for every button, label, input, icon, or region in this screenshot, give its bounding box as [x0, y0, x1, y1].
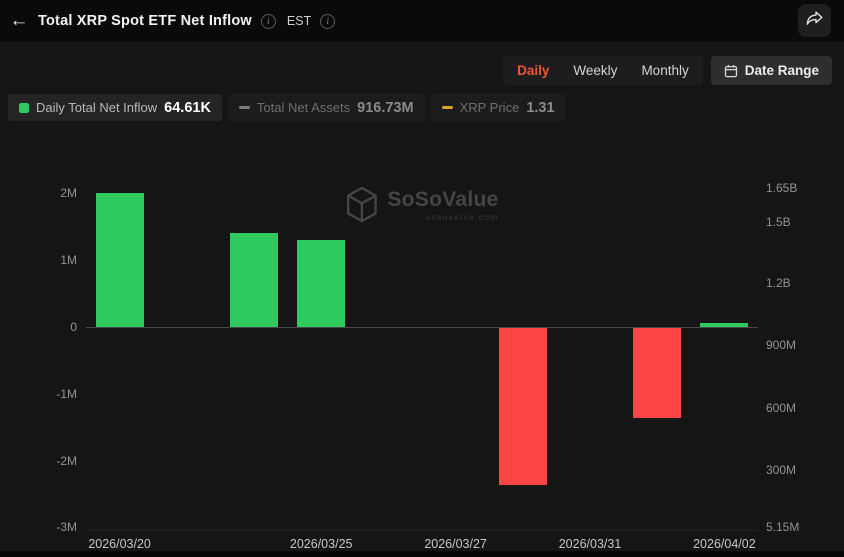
- bottom-axis-line: [86, 530, 758, 531]
- watermark: SoSoValue sosovalue.com: [345, 186, 498, 223]
- back-button[interactable]: ←: [9, 10, 29, 31]
- calendar-icon: [724, 64, 738, 78]
- right-axis-tick-label: 1.2B: [766, 275, 791, 290]
- tab-monthly[interactable]: Monthly: [641, 63, 689, 78]
- zero-axis-line: [86, 327, 758, 328]
- bar-slot-2[interactable]: [230, 232, 278, 327]
- page-title: Total XRP Spot ETF Net Inflow: [38, 13, 252, 29]
- bar-slot-8[interactable]: [633, 328, 682, 419]
- share-icon: [806, 11, 823, 31]
- timezone-label: EST: [286, 14, 312, 28]
- right-axis-tick-label: 300M: [766, 462, 797, 477]
- x-axis-tick-label: 2026/03/20: [88, 537, 151, 551]
- legend-label: Daily Total Net Inflow: [36, 100, 158, 115]
- sosovalue-cube-logo-icon: [345, 186, 378, 223]
- chart-controls: Daily Weekly Monthly Date Range: [503, 56, 832, 85]
- right-axis-tick-label: 900M: [766, 337, 797, 352]
- left-axis-tick-label: -1M: [56, 386, 77, 401]
- left-axis-tick-label: 1M: [60, 253, 77, 268]
- x-axis-tick-label: 2026/03/27: [424, 537, 487, 551]
- green-square-marker-icon: [19, 102, 29, 113]
- legend-xrp-price[interactable]: XRP Price 1.31: [430, 94, 566, 121]
- timezone-info-icon[interactable]: i: [320, 13, 336, 29]
- bar-slot-0[interactable]: [95, 193, 144, 327]
- x-axis-tick-label: 2026/03/25: [289, 537, 353, 551]
- x-axis-tick-label: 2026/03/31: [558, 537, 622, 551]
- bar-slot-6[interactable]: [498, 328, 547, 485]
- left-axis-tick-label: -3M: [56, 520, 77, 535]
- legend-total-net-assets[interactable]: Total Net Assets 916.73M: [227, 94, 425, 121]
- legend-value: 1.31: [526, 99, 555, 116]
- header-bar: ← Total XRP Spot ETF Net Inflow i EST i: [0, 0, 844, 42]
- date-range-label: Date Range: [744, 63, 819, 78]
- right-axis-tick-label: 1.5B: [766, 215, 791, 230]
- legend-label: Total Net Assets: [256, 100, 351, 115]
- tab-daily[interactable]: Daily: [517, 63, 550, 78]
- yellow-dash-marker-icon: [441, 105, 453, 110]
- right-axis-tick-label: 600M: [766, 401, 797, 416]
- grey-dash-marker-icon: [238, 105, 250, 110]
- share-button[interactable]: [798, 4, 831, 37]
- x-axis-tick-label: 2026/04/02: [693, 537, 756, 551]
- left-axis-tick-label: 0: [70, 320, 77, 334]
- legend-label: XRP Price: [459, 100, 520, 115]
- watermark-name: SoSoValue: [387, 187, 499, 211]
- date-range-button[interactable]: Date Range: [710, 56, 832, 85]
- chart-legend: Daily Total Net Inflow 64.61K Total Net …: [8, 94, 566, 121]
- bar-slot-3[interactable]: [297, 240, 346, 327]
- watermark-domain: sosovalue.com: [425, 212, 499, 222]
- right-axis-tick-label: 1.65B: [766, 180, 798, 195]
- left-axis-tick-label: -2M: [56, 453, 77, 468]
- title-info-icon[interactable]: i: [260, 13, 276, 29]
- tab-weekly[interactable]: Weekly: [573, 63, 618, 78]
- legend-value: 64.61K: [164, 99, 211, 116]
- left-axis-tick-label: 2M: [60, 186, 77, 201]
- period-tabs: Daily Weekly Monthly: [503, 56, 703, 85]
- chart-range-scrollbar[interactable]: [0, 551, 844, 557]
- legend-daily-net-inflow[interactable]: Daily Total Net Inflow 64.61K: [8, 94, 222, 121]
- bar-slot-9[interactable]: [700, 322, 749, 327]
- legend-value: 916.73M: [357, 99, 414, 116]
- right-axis-tick-label: 5.15M: [766, 520, 800, 534]
